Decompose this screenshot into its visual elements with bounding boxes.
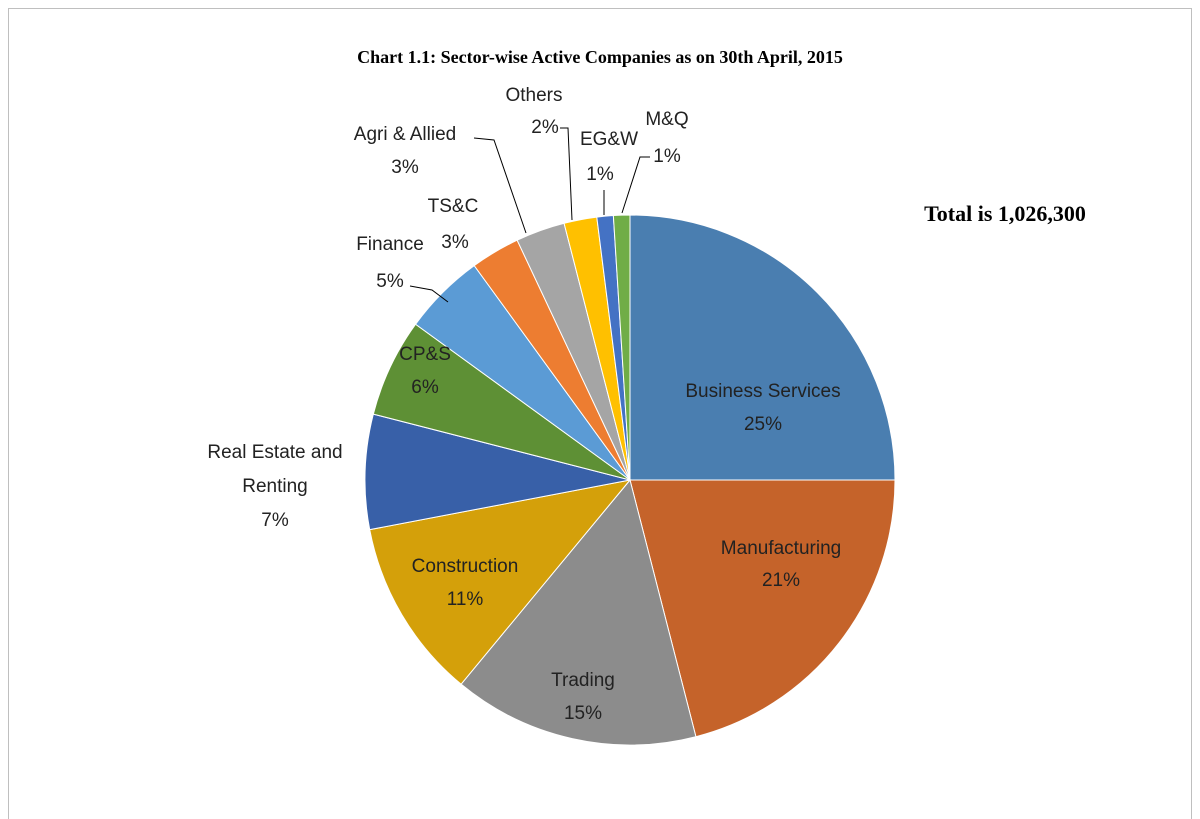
leader-line xyxy=(409,285,449,303)
slice-value-label: 6% xyxy=(411,377,439,398)
slice-label: Others xyxy=(505,85,562,106)
pie-slice xyxy=(612,214,631,481)
pie-slice xyxy=(629,214,896,481)
slice-label: Agri & Allied xyxy=(354,124,456,145)
leader-line xyxy=(621,156,650,214)
slice-value-label: 1% xyxy=(586,164,614,185)
slice-value-label: 1% xyxy=(653,146,681,167)
slice-label: TS&C xyxy=(428,196,479,217)
slice-label: Finance xyxy=(356,234,424,255)
leader-line xyxy=(560,127,573,221)
pie-slice xyxy=(364,413,631,531)
slice-value-label: 3% xyxy=(391,157,419,178)
slice-value-label: 25% xyxy=(744,414,782,435)
slice-value-label: 11% xyxy=(447,589,484,610)
annotation: Total is 1,026,300 xyxy=(924,201,1086,226)
slice-value-label: 5% xyxy=(376,271,404,292)
slice-label: EG&W xyxy=(580,129,638,150)
pie-slice xyxy=(369,479,632,685)
slice-label: M&Q xyxy=(645,109,688,130)
chart-title: Chart 1.1: Sector-wise Active Companies … xyxy=(357,47,843,67)
pie-slice xyxy=(629,479,896,738)
slice-label: Construction xyxy=(412,556,519,577)
slice-label: Business Services xyxy=(685,381,840,402)
slice-value-label: 21% xyxy=(762,570,800,591)
leader-line xyxy=(473,137,527,234)
slice-label: Manufacturing xyxy=(721,538,841,559)
slice-value-label: 3% xyxy=(441,232,469,253)
slice-label: CP&S xyxy=(399,344,451,365)
pie-slice xyxy=(460,478,697,746)
slice-label: Trading xyxy=(551,670,615,691)
slice-value-label: 7% xyxy=(261,510,289,531)
slice-label: Real Estate and Renting xyxy=(207,442,342,497)
slice-value-label: 2% xyxy=(531,117,559,138)
slice-value-label: 15% xyxy=(564,703,602,724)
